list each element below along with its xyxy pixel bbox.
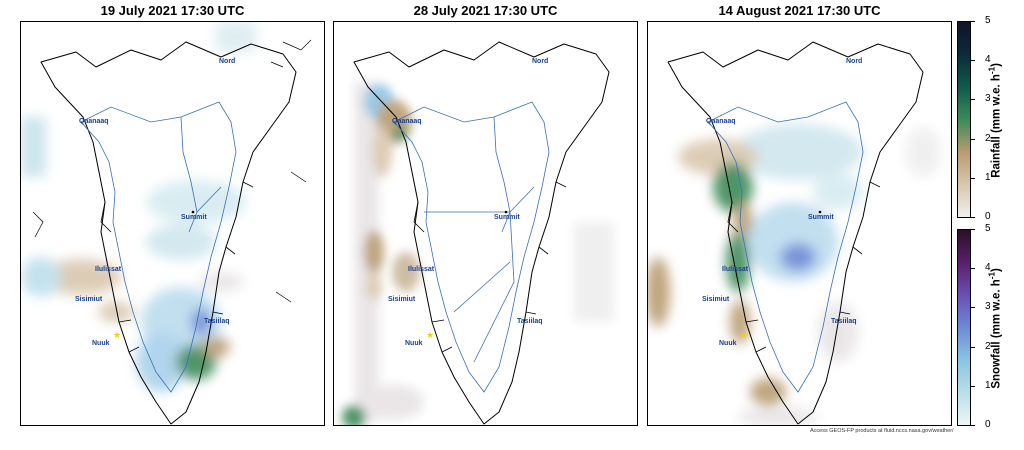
place-nuuk: Nuuk <box>719 340 737 347</box>
place-nord: Nord <box>219 58 235 65</box>
rainfall-tickmark <box>971 21 975 22</box>
nuuk-star-icon: ★ <box>740 330 748 340</box>
place-nord: Nord <box>532 58 548 65</box>
snowfall-tick-label: 5 <box>985 223 991 234</box>
rainfall-tick-label: 2 <box>985 132 991 144</box>
greenland-map-3: Nord Qaanaaq Summit Ilulissat Sisimiut T… <box>648 41 941 425</box>
greenland-map-1: Nord Qaanaaq Summit Ilulissat Sisimiut T… <box>21 22 312 425</box>
rainfall-tick-label: 0 <box>985 211 991 222</box>
snowfall-tick-label: 0 <box>985 419 991 430</box>
nuuk-star-icon: ★ <box>113 330 121 340</box>
rainfall-colorbar <box>957 21 971 218</box>
snowfall-tickmark <box>971 346 975 348</box>
snowfall-tickmark <box>971 268 975 270</box>
rainfall-tickmark <box>971 138 975 140</box>
snowfall-tickmark <box>971 229 975 230</box>
rainfall-tickmark <box>971 99 975 101</box>
place-qaanaaq: Qaanaaq <box>79 118 109 125</box>
snowfall-tickmark <box>971 425 975 426</box>
panel-title-2: 28 July 2021 17:30 UTC <box>413 3 558 18</box>
place-ilulissat: Ilulissat <box>95 266 122 273</box>
place-sisimiut: Sisimiut <box>388 296 416 303</box>
rainfall-tick-label: 4 <box>985 54 991 66</box>
snowfall-colorbar <box>957 229 971 426</box>
credit-text: Access GEOS-FP products at fluid.nccs.na… <box>810 428 954 434</box>
place-tasiilaq: Tasiilaq <box>517 318 543 325</box>
snowfall-tick-label: 2 <box>985 340 991 352</box>
snowfall-tick-label: 1 <box>985 379 991 391</box>
snowfall-tickmark <box>971 385 975 387</box>
greenland-map-2: Nord Qaanaaq Summit Ilulissat Sisimiut T… <box>342 41 614 425</box>
rainfall-tickmark <box>971 177 975 179</box>
place-nuuk: Nuuk <box>405 340 423 347</box>
map-panel-1: Nord Qaanaaq Summit Ilulissat Sisimiut T… <box>20 21 325 426</box>
rainfall-tickmark <box>971 60 975 62</box>
place-qaanaaq: Qaanaaq <box>706 118 736 125</box>
place-nuuk: Nuuk <box>92 340 110 347</box>
rainfall-tickmark <box>971 217 975 218</box>
place-ilulissat: Ilulissat <box>408 266 435 273</box>
map-panel-3: Nord Qaanaaq Summit Ilulissat Sisimiut T… <box>647 21 952 426</box>
place-sisimiut: Sisimiut <box>75 296 103 303</box>
map-panel-2: Nord Qaanaaq Summit Ilulissat Sisimiut T… <box>333 21 638 426</box>
place-sisimiut: Sisimiut <box>702 296 730 303</box>
place-nord: Nord <box>846 58 862 65</box>
panel-title-1: 19 July 2021 17:30 UTC <box>100 3 245 18</box>
place-summit: Summit <box>181 214 207 221</box>
rainfall-tick-label: 3 <box>985 93 991 105</box>
rainfall-colorbar-label: Rainfall (mm w.e. h-1) <box>987 63 1003 178</box>
place-summit: Summit <box>808 214 834 221</box>
snowfall-colorbar-label: Snowfall (mm w.e. h-1) <box>987 268 1003 389</box>
snowfall-tick-label: 4 <box>985 262 991 274</box>
nuuk-star-icon: ★ <box>426 330 434 340</box>
place-summit: Summit <box>494 214 520 221</box>
rainfall-tick-label: 1 <box>985 171 991 183</box>
snowfall-tickmark <box>971 307 975 309</box>
snowfall-tick-label: 3 <box>985 301 991 313</box>
rainfall-tick-label: 5 <box>985 15 991 26</box>
place-ilulissat: Ilulissat <box>722 266 749 273</box>
place-tasiilaq: Tasiilaq <box>204 318 230 325</box>
place-qaanaaq: Qaanaaq <box>392 118 422 125</box>
place-tasiilaq: Tasiilaq <box>831 318 857 325</box>
panel-title-3: 14 August 2021 17:30 UTC <box>718 3 881 18</box>
